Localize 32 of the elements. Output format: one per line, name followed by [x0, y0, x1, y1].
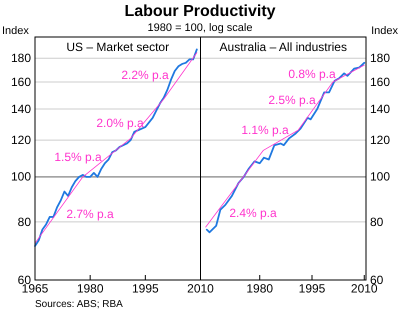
y-tick-label: 180	[370, 51, 390, 66]
y-tick-label: 140	[370, 102, 390, 116]
annotation: 0.8% p.a	[288, 67, 336, 82]
annotation: 2.4% p.a	[229, 206, 278, 220]
y-tick-label: 120	[370, 132, 390, 147]
x-tick-label: 1980	[76, 282, 104, 296]
y-tick-label: 160	[370, 74, 390, 89]
source-note: Sources: ABS; RBA	[35, 299, 124, 310]
x-tick-label: 2010	[187, 282, 214, 296]
chart-title: Australia – All industries	[220, 40, 347, 54]
y-tick-label: 180	[10, 51, 32, 66]
annotation: 1.5% p.a	[54, 150, 102, 164]
y-tick-label: 160	[10, 74, 32, 89]
y-tick-label: 140	[10, 102, 32, 116]
y-axis-title: Index	[2, 25, 30, 37]
chart-title: US – Market sector	[66, 40, 170, 54]
y-tick-label: 120	[10, 132, 32, 147]
y-axis-title: Index	[371, 25, 398, 37]
text: Labour Productivity	[124, 3, 276, 20]
annotation: 1.1% p.a	[241, 123, 290, 138]
annotation: 2.0% p.a	[96, 116, 144, 130]
y-tick-label: 100	[10, 170, 32, 184]
y-tick-label: 100	[370, 170, 390, 184]
y-tick-label: 80	[370, 214, 384, 229]
y-tick-label: 80	[18, 214, 32, 229]
x-tick-label: 1995	[132, 282, 160, 296]
annotation: 2.2% p.a	[121, 68, 170, 82]
x-tick-label: 1995	[298, 282, 326, 296]
annotation: 2.5% p.a	[268, 93, 316, 108]
x-tick-label: 1980	[246, 282, 274, 296]
annotation: 2.7% p.a	[66, 207, 114, 222]
text: 1980 = 100, log scale	[148, 22, 252, 34]
